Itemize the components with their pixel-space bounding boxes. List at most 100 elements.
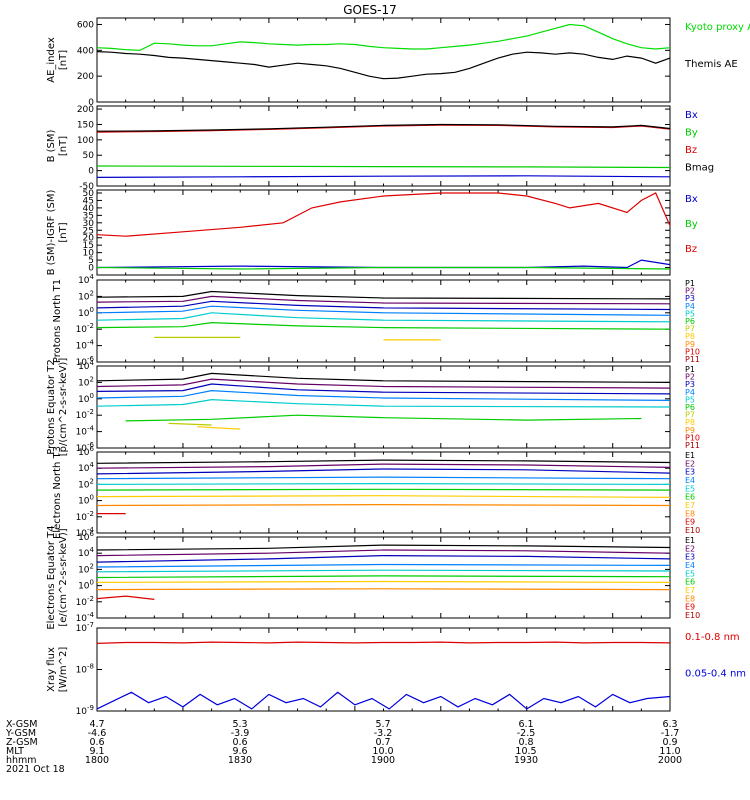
series-line-p7 <box>168 422 212 426</box>
y-axis-label: Protons Equator T2[p/(cm^2-s-sr-keV)] <box>46 358 69 457</box>
y-tick-label: 102 <box>78 375 94 388</box>
legend-e7: E7 <box>685 501 695 510</box>
y-tick-label: 15 <box>83 241 94 251</box>
footer-value: -3.9 <box>231 728 250 739</box>
series-line-e7 <box>96 495 671 498</box>
y-tick-label: 45 <box>83 196 94 206</box>
footer-value: 1830 <box>228 755 252 766</box>
footer-value: -2.5 <box>517 728 536 739</box>
series-line-e9 <box>96 595 155 600</box>
legend-0-05-0-4-nm: 0.05-0.4 nm <box>685 669 746 680</box>
y-tick-label: 150 <box>77 120 94 130</box>
series-line-e3 <box>96 468 671 475</box>
legend-e10: E10 <box>685 526 700 535</box>
y-tick-label: 50 <box>83 189 95 199</box>
series-line-e3 <box>96 554 671 563</box>
footer-value: 11.0 <box>659 746 680 757</box>
y-axis-label: B (SM)-IGRF (SM)[nT] <box>46 190 69 276</box>
y-tick-label: 25 <box>83 226 94 236</box>
legend-p6: P6 <box>685 317 695 326</box>
series-line-e8 <box>96 588 671 591</box>
series-line-0-05-0-4-nm <box>96 691 671 710</box>
footer-value: 1800 <box>85 755 109 766</box>
y-tick-label: 30 <box>83 219 95 229</box>
series-line-bx <box>96 259 671 269</box>
series-line-themis-ae <box>96 51 671 80</box>
series-line-e4 <box>96 563 671 568</box>
footer-value: -4.6 <box>88 728 107 739</box>
legend-bmag: Bmag <box>685 163 714 174</box>
y-tick-label: 104 <box>78 546 94 559</box>
y-tick-label: 10-4 <box>76 339 95 352</box>
legend-e6: E6 <box>685 493 695 502</box>
legend-p6: P6 <box>685 403 695 412</box>
y-tick-label: 35 <box>83 211 94 221</box>
legend-p8: P8 <box>685 332 695 341</box>
legend-0-1-0-8-nm: 0.1-0.8 nm <box>685 632 740 643</box>
footer-value: 0.7 <box>375 737 390 748</box>
footer-row-label: Z-GSM <box>6 737 38 748</box>
legend-p7: P7 <box>685 411 695 420</box>
series-line-p3 <box>96 300 671 311</box>
footer-value: 9.6 <box>232 746 247 757</box>
legend-bz: Bz <box>685 244 697 255</box>
series-line-p8 <box>197 426 241 430</box>
legend-p10: P10 <box>685 347 700 356</box>
series-line-p5 <box>96 398 671 408</box>
legend-e7: E7 <box>685 586 695 595</box>
legend-e9: E9 <box>685 518 695 527</box>
series-line-p1 <box>96 290 671 300</box>
series-line-e6 <box>96 575 671 579</box>
footer-value: 4.7 <box>89 719 104 730</box>
y-tick-label: 10-2 <box>76 322 94 335</box>
legend-p9: P9 <box>685 340 695 349</box>
y-tick-label: 100 <box>78 306 94 319</box>
y-tick-label: 100 <box>78 392 94 405</box>
footer-value: 10.0 <box>372 746 393 757</box>
y-tick-label: 0 <box>88 264 94 274</box>
panel-2: -50 0 50 100 150 200 B (SM)[nT] Bx By Bz Bmag <box>46 105 714 192</box>
y-tick-label: 10-8 <box>76 663 94 676</box>
panel-1: 0 200 400 600 AE_index[nT] Kyoto proxy AE Them… <box>46 17 750 108</box>
legend-e1: E1 <box>685 536 695 545</box>
series-line-e4 <box>96 476 671 480</box>
series-line-0-1-0-8-nm <box>96 641 671 644</box>
series-line-e7 <box>96 580 671 584</box>
legend-by: By <box>685 219 698 230</box>
legend-by: By <box>685 128 698 139</box>
series-line-e6 <box>96 488 671 491</box>
legend-p10: P10 <box>685 433 700 442</box>
series-line-e8 <box>96 504 671 507</box>
legend-p4: P4 <box>685 302 695 311</box>
series-line-p4 <box>96 389 671 401</box>
legend-p3: P3 <box>685 294 695 303</box>
y-axis-label: AE_index[nT] <box>46 37 69 83</box>
y-tick-label: 104 <box>78 273 94 286</box>
panel-frame <box>96 105 671 187</box>
footer-row-label: Y-GSM <box>5 728 36 739</box>
y-tick-label: -50 <box>79 182 94 192</box>
y-tick-label: 200 <box>77 72 94 82</box>
legend-themis-ae: Themis AE <box>684 59 738 70</box>
y-tick-label: 400 <box>77 46 94 56</box>
legend-p7: P7 <box>685 325 695 334</box>
footer-value: -1.7 <box>661 728 680 739</box>
y-tick-label: 600 <box>77 20 94 30</box>
y-tick-label: 0 <box>88 167 94 177</box>
footer-row-label: X-GSM <box>6 719 37 730</box>
footer-value: 0.6 <box>89 737 104 748</box>
series-line-kyoto-proxy-ae <box>96 23 671 51</box>
footer-value: 5.7 <box>375 719 390 730</box>
y-tick-label: 102 <box>78 289 94 302</box>
footer-value: 0.8 <box>518 737 533 748</box>
legend-p5: P5 <box>685 309 695 318</box>
y-tick-label: 10-4 <box>76 425 95 438</box>
legend-p3: P3 <box>685 380 695 389</box>
footer-value: 1930 <box>514 755 538 766</box>
y-tick-label: 200 <box>77 105 94 115</box>
